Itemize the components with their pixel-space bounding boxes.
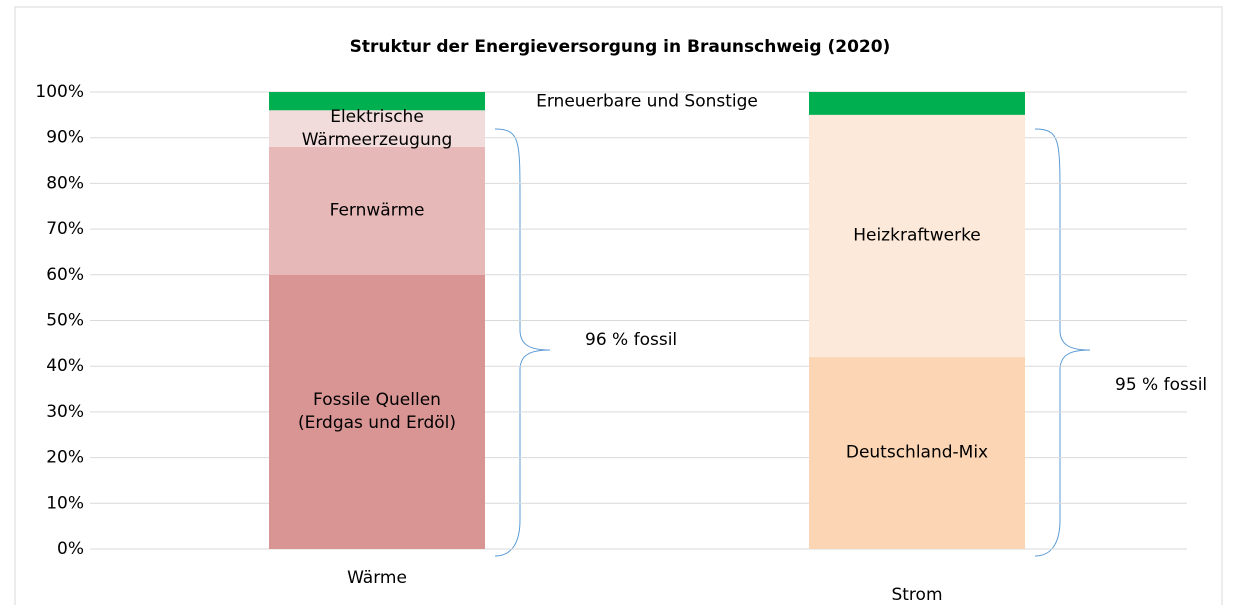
segment-label: Deutschland-Mix (845, 442, 989, 463)
y-tick-label: 30% (46, 402, 84, 422)
y-tick-label: 100% (35, 82, 84, 102)
segment-label: Elektrische Wärmeerzeugung (301, 106, 453, 150)
brace (494, 128, 551, 557)
y-tick-label: 40% (46, 356, 84, 376)
y-tick-label: 10% (46, 493, 84, 513)
chart-title: Struktur der Energieversorgung in Brauns… (350, 37, 891, 57)
bar-segment (809, 357, 1025, 549)
segment-label: Heizkraftwerke (853, 225, 981, 246)
frame (14, 6, 1223, 605)
bar-segment (809, 114, 1025, 358)
segment-label: Fernwärme (329, 200, 425, 221)
y-tick-label: 80% (46, 173, 84, 193)
y-tick-label: 20% (46, 448, 84, 468)
annotation: 96 % fossil (585, 330, 677, 350)
brace (1034, 128, 1091, 557)
bar-segment (269, 92, 485, 111)
x-tick-label: Wärme (347, 568, 407, 588)
y-tick-label: 50% (46, 311, 84, 331)
segment-label: Fossile Quellen (Erdgas und Erdöl) (297, 389, 457, 433)
y-tick-label: 70% (46, 219, 84, 239)
y-tick-label: 90% (46, 128, 84, 148)
segment-label: Erneuerbare und Sonstige (536, 91, 758, 112)
bar-segment (269, 274, 485, 549)
bar-segment (269, 146, 485, 275)
x-tick-label: Strom (891, 585, 942, 605)
annotation: 95 % fossil (1115, 375, 1207, 395)
bar-segment (269, 110, 485, 147)
bar-segment (809, 92, 1025, 115)
y-tick-label: 60% (46, 265, 84, 285)
y-tick-label: 0% (57, 539, 84, 559)
